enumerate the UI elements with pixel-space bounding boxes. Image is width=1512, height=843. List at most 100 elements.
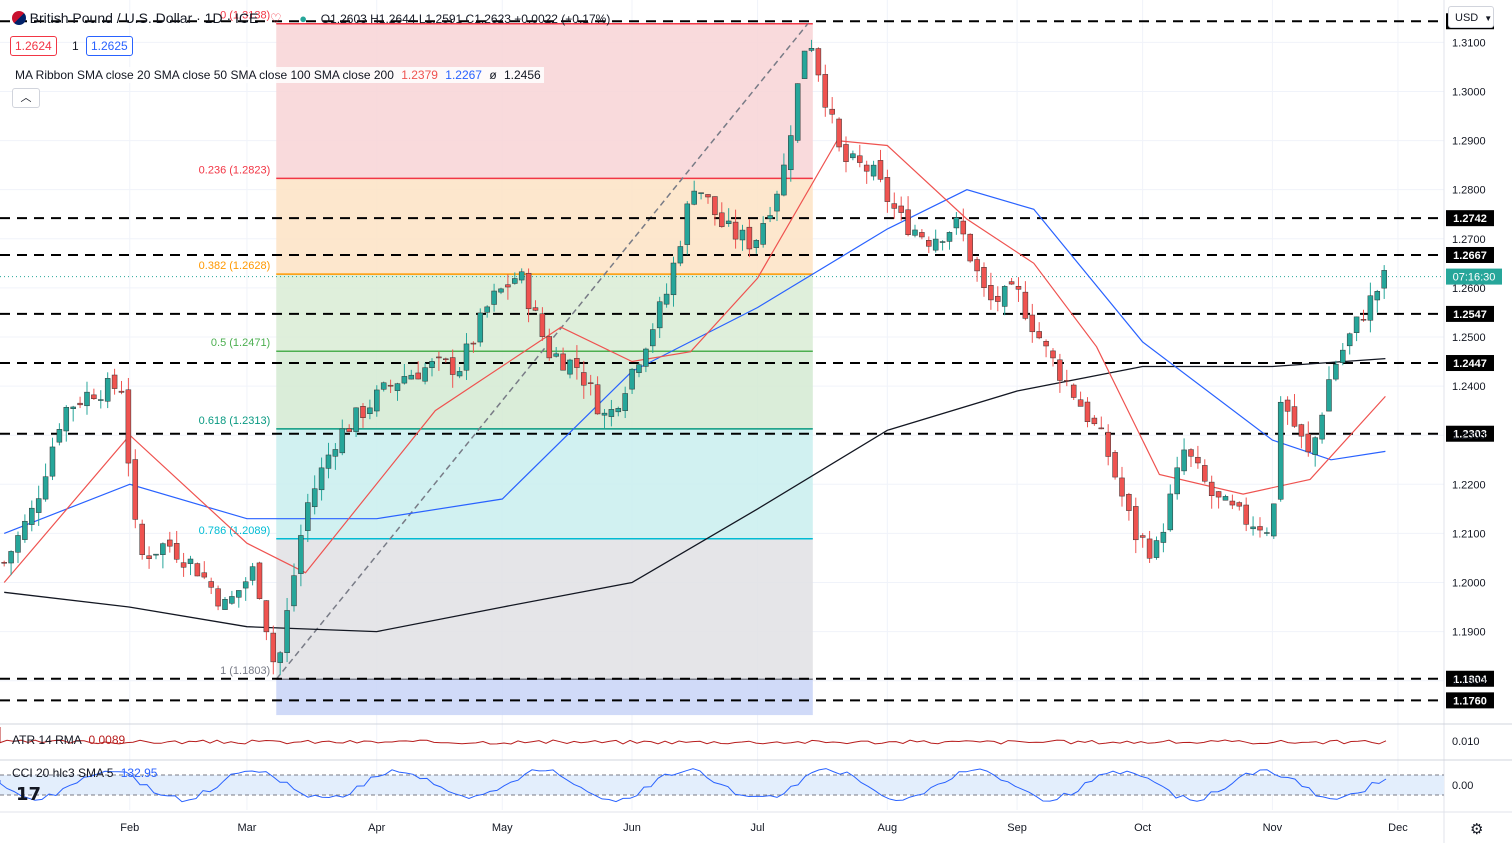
candle-body [104,378,111,402]
price-axis[interactable]: 1.3100 1.3000 1.2900 1.2800 1.2700 1.2600 1.25… [1443,0,1502,843]
candle-body [656,301,663,329]
candle-body [201,572,208,578]
currency-selector[interactable]: USD ▼ [1448,6,1494,28]
fib-level-label: 1 (1.1803) [220,665,270,677]
candle-body [339,428,346,454]
ohlc-values: O1.2603 H1.2644 L1.2591 C1.2623 +0.0022 … [320,12,611,26]
candle-body [429,361,435,368]
atr-value: 0.0089 [88,733,126,747]
candle-body [208,581,214,588]
candle-body [1015,286,1022,290]
candle-body [422,367,428,382]
moving-averages [3,139,1386,633]
chevron-down-icon: ▼ [1484,14,1493,23]
candle-body [850,153,856,159]
candle-body [1153,540,1160,558]
level-tag [1446,305,1494,322]
candle-body [788,135,794,171]
candle-body [132,459,139,520]
candle-body [829,108,835,115]
candle-body [1146,538,1153,559]
candle-body [539,313,546,337]
candle-body [1353,316,1360,333]
candle-body [525,272,532,310]
cci-legend[interactable]: CCI 20 hlc3 SMA 5 132.95 [12,766,157,780]
candle-body [215,588,221,607]
collapse-legend-button[interactable]: ︿ [12,88,40,108]
candle-body [1077,399,1084,407]
candle-body [91,394,97,399]
candle-body [1284,399,1291,412]
cci-line [0,768,1387,803]
time-axis[interactable]: Feb Mar Apr May Jun Jul Aug Sep Oct Nov Dec [0,811,1512,834]
ask-price[interactable]: 1.2625 [86,36,133,56]
candle-body [491,290,497,305]
candle-body [236,590,242,598]
candle-body [1236,502,1243,507]
candle-body [1208,481,1215,496]
candle-body [946,232,953,242]
ma-ribbon-legend[interactable]: MA Ribbon SMA close 20 SMA close 50 SMA … [12,67,544,83]
candle-body [1243,504,1249,525]
fib-zone [276,178,813,275]
candle-body [353,407,359,432]
candle-body [553,353,559,357]
month-tick-label: Apr [368,822,385,834]
candle-body [256,562,263,599]
candle-body [56,429,63,443]
sma100-value: ø [489,68,497,82]
candle-body [449,357,456,375]
bid-price[interactable]: 1.2624 [10,36,57,56]
candle-body [995,295,1001,302]
candle-body [739,229,746,241]
candle-body [1084,401,1091,422]
chevron-up-icon: ︿ [20,92,32,104]
candle-body [1346,333,1353,347]
candle-body [311,488,318,508]
settings-gear-icon[interactable]: ⚙ [1470,821,1484,838]
heart-icon[interactable]: ♡ [270,11,282,26]
candle-body [891,203,898,209]
candle-body [905,209,911,235]
candle-body [518,271,525,281]
candle-body [1001,286,1008,307]
tradingview-logo[interactable]: 𝟭𝟳 [16,784,42,804]
atr-line [0,727,1387,745]
candle-body [1202,465,1208,482]
candle-body [760,223,766,245]
candle-body [919,232,925,238]
candle-body [1036,331,1042,339]
candle-body [1333,363,1339,380]
price-tick-label: 1.3000 [1452,86,1486,98]
level-label: 1.2303 [1453,429,1487,441]
candle-body [318,467,325,491]
symbol-title[interactable]: British Pound / U.S. Dollar · 1D · ICE [29,10,259,26]
candle-body [1250,526,1256,530]
candle-body [1360,318,1367,321]
candle-body [574,358,580,368]
candle-body [953,217,960,229]
fib-level-label: 0.382 (1.2628) [199,260,271,272]
fib-zone [276,679,813,716]
candle-body [408,374,415,380]
atr-legend[interactable]: ATR 14 RMA 0.0089 [12,733,125,747]
symbol-header[interactable]: British Pound / U.S. Dollar · 1D · ICE ♡… [12,10,610,27]
candle-body [767,215,773,219]
price-tick-label: 1.2600 [1452,283,1486,295]
candle-body [794,83,801,141]
candle-body [1181,449,1187,472]
candle-body [1381,270,1387,289]
month-tick-label: Aug [878,822,898,834]
month-tick-label: Oct [1134,822,1151,834]
candle-body [153,553,159,556]
sma20-line [3,139,1386,583]
candle-body [367,407,373,414]
candle-body [29,507,35,525]
month-tick-label: Dec [1388,822,1408,834]
candle-body [1022,291,1029,319]
candle-body [1340,349,1346,363]
candle-body [1112,452,1118,478]
candle-body [1139,535,1146,538]
candle-body [22,520,28,540]
